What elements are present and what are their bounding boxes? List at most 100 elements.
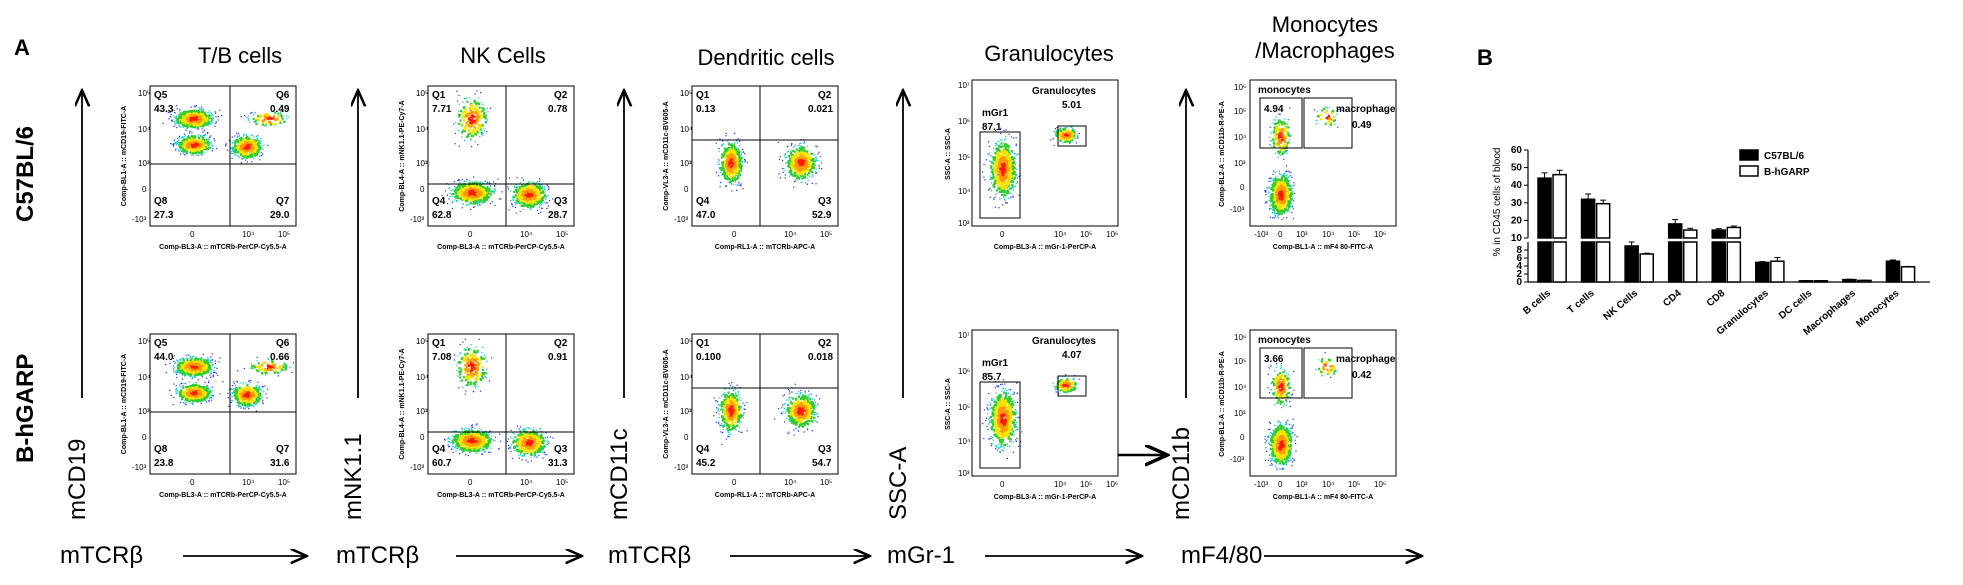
event-dot — [486, 131, 488, 133]
event-dot — [448, 186, 450, 189]
event-dot — [183, 357, 185, 359]
event-dot — [516, 197, 519, 200]
event-dot — [207, 131, 209, 133]
event-dot — [184, 152, 186, 154]
event-dot — [458, 373, 461, 376]
event-dot — [538, 206, 541, 208]
quadrant-label-q7: Q7 — [276, 196, 290, 207]
event-dot — [232, 149, 234, 151]
event-dot — [482, 372, 485, 375]
event-dot — [202, 114, 205, 117]
event-dot — [280, 115, 283, 118]
event-dot — [264, 374, 267, 376]
event-dot — [256, 149, 260, 152]
event-dot — [254, 146, 257, 149]
event-dot — [465, 427, 467, 429]
event-dot — [493, 192, 495, 194]
event-dot — [262, 148, 264, 150]
event-dot — [527, 204, 530, 207]
event-dot — [238, 135, 241, 137]
event-dot — [185, 119, 188, 122]
event-dot — [540, 437, 543, 440]
event-dot — [539, 204, 541, 206]
event-dot — [479, 450, 481, 452]
event-dot — [253, 387, 256, 390]
event-dot — [466, 373, 469, 376]
event-dot — [208, 400, 211, 402]
event-dot — [480, 442, 483, 445]
event-dot — [246, 406, 248, 408]
event-dot — [472, 200, 475, 203]
event-dot — [266, 117, 269, 120]
event-dot — [493, 188, 495, 190]
event-dot — [238, 150, 241, 154]
event-dot — [545, 437, 547, 439]
event-dot — [469, 445, 472, 448]
event-dot — [245, 145, 248, 148]
event-dot — [464, 371, 467, 374]
event-dot — [255, 135, 258, 137]
event-dot — [511, 203, 513, 206]
event-dot — [541, 433, 543, 435]
event-dot — [518, 436, 521, 439]
event-dot — [199, 367, 202, 370]
event-dot — [545, 196, 547, 198]
event-dot — [239, 144, 243, 148]
event-dot — [184, 362, 187, 365]
event-dot — [535, 202, 538, 206]
event-dot — [471, 181, 473, 183]
event-dot — [178, 122, 181, 125]
event-dot — [456, 90, 458, 92]
event-dot — [468, 353, 471, 356]
y-axis-title: Comp-BL1-A :: mCD19-FITC-A — [121, 354, 128, 454]
event-dot — [470, 375, 473, 378]
event-dot — [470, 427, 472, 429]
event-dot — [211, 390, 213, 392]
event-dot — [470, 190, 473, 193]
event-dot — [198, 372, 201, 375]
event-dot — [242, 397, 245, 400]
event-dot — [252, 117, 255, 120]
xtick: 0 — [468, 230, 473, 239]
event-dot — [256, 369, 259, 372]
event-dot — [521, 177, 523, 179]
event-dot — [177, 141, 179, 143]
event-dot — [185, 139, 188, 142]
event-dot — [200, 150, 203, 153]
event-dot — [539, 202, 542, 204]
event-dot — [260, 372, 263, 375]
event-dot — [232, 141, 234, 144]
event-dot — [236, 139, 240, 142]
event-dot — [187, 135, 190, 137]
event-dot — [474, 141, 476, 143]
event-dot — [521, 445, 524, 448]
event-dot — [481, 182, 483, 184]
event-dot — [175, 117, 179, 120]
event-dot — [187, 366, 190, 369]
event-dot — [483, 130, 485, 132]
event-dot — [179, 135, 181, 137]
event-dot — [175, 122, 178, 124]
event-dot — [480, 433, 483, 436]
event-dot — [474, 194, 477, 197]
event-dot — [461, 132, 463, 134]
event-dot — [466, 443, 469, 446]
event-dot — [230, 401, 232, 403]
event-dot — [519, 191, 522, 195]
event-dot — [180, 153, 182, 155]
event-dot — [531, 202, 534, 205]
event-dot — [259, 388, 261, 390]
event-dot — [184, 122, 188, 125]
event-dot — [234, 387, 236, 389]
event-dot — [476, 196, 479, 199]
event-dot — [203, 151, 205, 153]
event-dot — [256, 365, 259, 368]
event-dot — [488, 433, 490, 435]
event-dot — [182, 153, 184, 155]
event-dot — [197, 127, 199, 129]
event-dot — [202, 353, 204, 355]
event-dot — [182, 142, 185, 145]
event-dot — [184, 366, 187, 369]
event-dot — [465, 189, 468, 192]
event-dot — [473, 189, 476, 192]
